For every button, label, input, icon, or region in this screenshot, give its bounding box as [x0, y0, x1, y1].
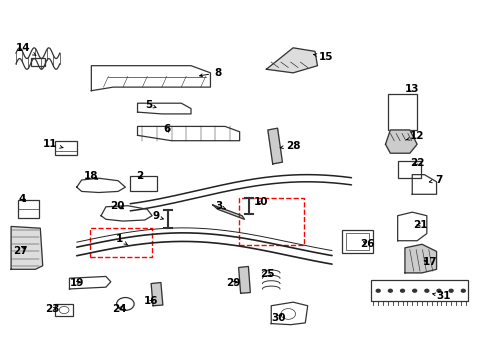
- Text: 25: 25: [260, 269, 275, 279]
- Circle shape: [424, 289, 428, 292]
- Bar: [370, 280, 467, 301]
- Text: 28: 28: [280, 141, 300, 151]
- Circle shape: [412, 289, 416, 292]
- Circle shape: [375, 289, 379, 292]
- Text: 2: 2: [136, 171, 143, 181]
- Text: 16: 16: [143, 296, 158, 306]
- Circle shape: [400, 289, 404, 292]
- Text: 23: 23: [45, 303, 60, 314]
- Polygon shape: [212, 205, 244, 219]
- Text: 20: 20: [110, 201, 124, 211]
- Circle shape: [448, 289, 452, 292]
- Text: 9: 9: [152, 211, 163, 221]
- Bar: [130, 176, 157, 192]
- Text: 3: 3: [215, 201, 225, 211]
- Text: 27: 27: [14, 246, 28, 256]
- Text: 17: 17: [422, 257, 437, 267]
- Bar: [19, 200, 39, 217]
- Polygon shape: [238, 266, 250, 293]
- Text: 12: 12: [406, 131, 424, 141]
- Text: 19: 19: [69, 278, 84, 288]
- Text: 26: 26: [359, 239, 373, 249]
- Bar: [345, 233, 369, 250]
- Text: 7: 7: [428, 175, 442, 185]
- Text: 8: 8: [199, 68, 221, 78]
- Text: 22: 22: [409, 158, 424, 168]
- Bar: [30, 58, 45, 66]
- Bar: [387, 94, 416, 130]
- Text: 1: 1: [115, 234, 127, 245]
- Text: 14: 14: [16, 43, 36, 55]
- Text: 24: 24: [112, 304, 126, 314]
- Text: 31: 31: [432, 291, 450, 301]
- Polygon shape: [11, 226, 42, 269]
- Text: 6: 6: [163, 124, 170, 134]
- Circle shape: [436, 289, 440, 292]
- Polygon shape: [266, 48, 317, 73]
- Polygon shape: [267, 128, 282, 164]
- Bar: [55, 141, 77, 155]
- Text: 5: 5: [145, 100, 156, 110]
- Bar: [55, 304, 73, 316]
- Bar: [341, 230, 372, 253]
- Circle shape: [460, 289, 464, 292]
- Circle shape: [387, 289, 391, 292]
- Polygon shape: [404, 244, 436, 273]
- Text: 18: 18: [84, 171, 99, 181]
- Text: 30: 30: [271, 312, 285, 323]
- Text: 21: 21: [412, 220, 427, 230]
- Bar: [397, 161, 420, 178]
- Polygon shape: [385, 130, 416, 153]
- Bar: [90, 228, 152, 257]
- Text: 15: 15: [313, 52, 333, 62]
- Text: 4: 4: [19, 194, 26, 203]
- Polygon shape: [151, 283, 163, 306]
- Text: 13: 13: [404, 84, 419, 94]
- Text: 10: 10: [254, 197, 268, 207]
- Text: 11: 11: [42, 139, 63, 149]
- Text: 29: 29: [226, 278, 241, 288]
- Bar: [238, 198, 304, 245]
